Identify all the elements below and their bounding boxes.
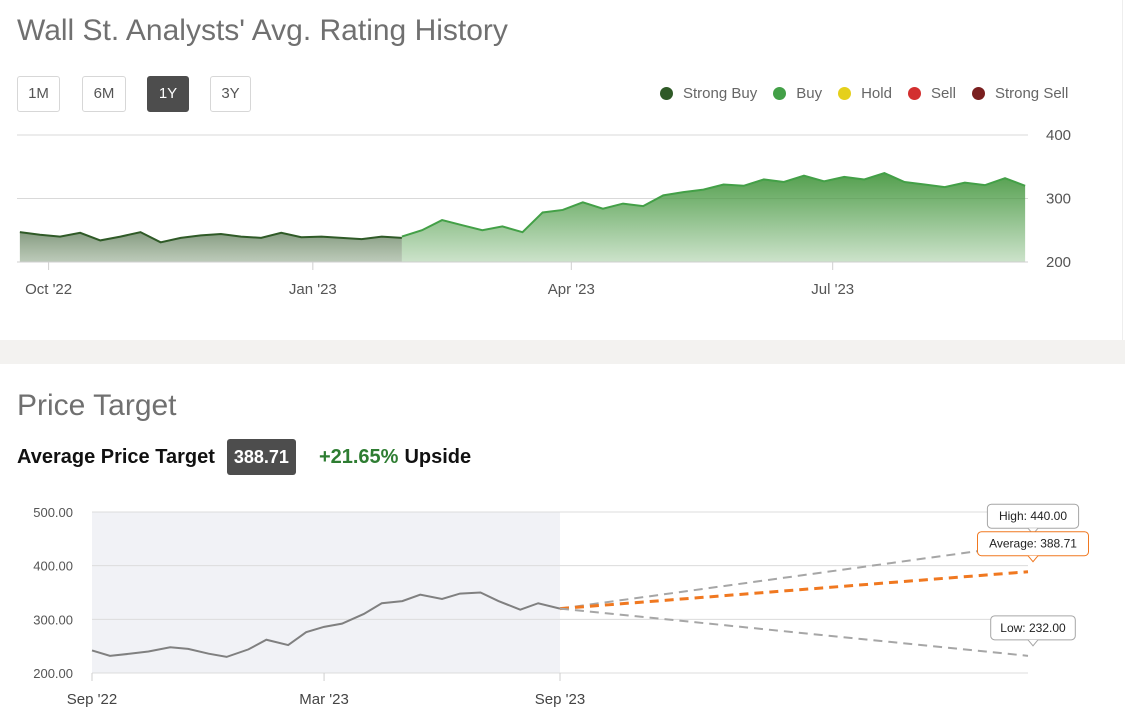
upside-percent: +21.65% [318,445,399,468]
legend-item-buy[interactable]: Buy [773,85,822,102]
rating-x-tick-label: Jan '23 [289,281,337,298]
target-x-tick-label: Sep '23 [535,691,585,708]
target-y-tick-label: 300.00 [33,612,73,627]
rating-areas [19,172,1026,262]
target-callout-pointer [1027,555,1039,563]
target-callout-text: High: 440.00 [999,509,1067,523]
rating-history-title: Wall St. Analysts' Avg. Rating History [17,14,508,47]
legend-item-hold[interactable]: Hold [838,85,892,102]
target-callout-low: Low: 232.00 [990,615,1076,647]
range-button-3y[interactable]: 3Y [210,76,251,112]
rating-y-tick-label: 400 [1046,127,1071,144]
target-line-low [559,607,1029,657]
rating-x-tick-label: Apr '23 [548,281,595,298]
rating-area-strong-buy [19,232,402,262]
average-target-badge: 388.71 [226,439,296,475]
target-callout-text: Average: 388.71 [989,537,1077,551]
rating-x-tick-label: Jul '23 [811,281,854,298]
target-x-tick-label: Sep '22 [67,691,117,708]
target-callout-text: Low: 232.00 [1000,621,1066,635]
legend-dot-sell [907,87,921,100]
legend-label-sell: Sell [930,85,956,102]
legend-dot-hold [838,87,852,100]
target-x-axis: Sep '22 Mar '23 Sep '23 [67,673,585,708]
target-callout-pointer [1027,639,1039,647]
target-y-tick-label: 500.00 [33,505,73,520]
target-callouts: High: 440.00 Average: 388.71 Low: 232.00 [977,503,1089,647]
legend-label-hold: Hold [861,85,892,102]
target-line-average [559,570,1029,611]
range-button-1m[interactable]: 1M [17,76,60,112]
target-callout-average: Average: 388.71 [977,531,1089,563]
range-button-1y[interactable]: 1Y [147,76,189,112]
target-y-tick-label: 200.00 [33,666,73,681]
rating-legend: Strong Buy Buy Hold Sell Strong Sell [660,85,1084,102]
legend-label-buy: Buy [796,85,823,102]
rating-line-strong-buy [19,231,402,244]
price-target-title: Price Target [17,389,177,422]
price-history-line [91,591,561,658]
rating-x-axis: Oct '22 Jan '23 Apr '23 Jul '23 [17,261,1028,298]
rating-y-tick-label: 200 [1046,254,1071,271]
target-callout-high: High: 440.00 [986,503,1080,535]
legend-item-sell[interactable]: Sell [907,85,956,102]
legend-dot-strong-sell [971,87,985,100]
target-y-axis: 500.00 400.00 300.00 200.00 [33,505,73,681]
rating-history-card [0,0,1123,340]
legend-label-strong-buy: Strong Buy [683,85,758,102]
target-lines [91,543,1029,658]
target-y-tick-label: 400.00 [33,559,73,574]
section-divider [0,340,1125,364]
rating-y-tick-label: 300 [1046,191,1071,208]
legend-dot-strong-buy [660,87,673,100]
average-target-label: Average Price Target [17,445,215,468]
average-target-row: Average Price Target 388.71 +21.65% Upsi… [17,439,471,475]
legend-item-strong-sell[interactable]: Strong Sell [971,85,1069,102]
range-button-6m[interactable]: 6M [82,76,126,112]
rating-history-chart[interactable]: Oct '22 Jan '23 Apr '23 Jul '23 400 300 200 [0,120,1125,310]
target-x-tick-label: Mar '23 [299,691,349,708]
rating-x-tick-label: Oct '22 [25,281,72,298]
target-line-high [559,543,1029,610]
rating-area-buy [401,173,1026,262]
legend-dot-buy [773,87,787,100]
rating-line-buy [401,172,1026,238]
rating-y-axis: 400 300 200 [1046,127,1071,271]
upside-label: Upside [404,445,472,468]
legend-label-strong-sell: Strong Sell [994,85,1069,102]
legend-item-strong-buy[interactable]: Strong Buy [660,85,757,102]
